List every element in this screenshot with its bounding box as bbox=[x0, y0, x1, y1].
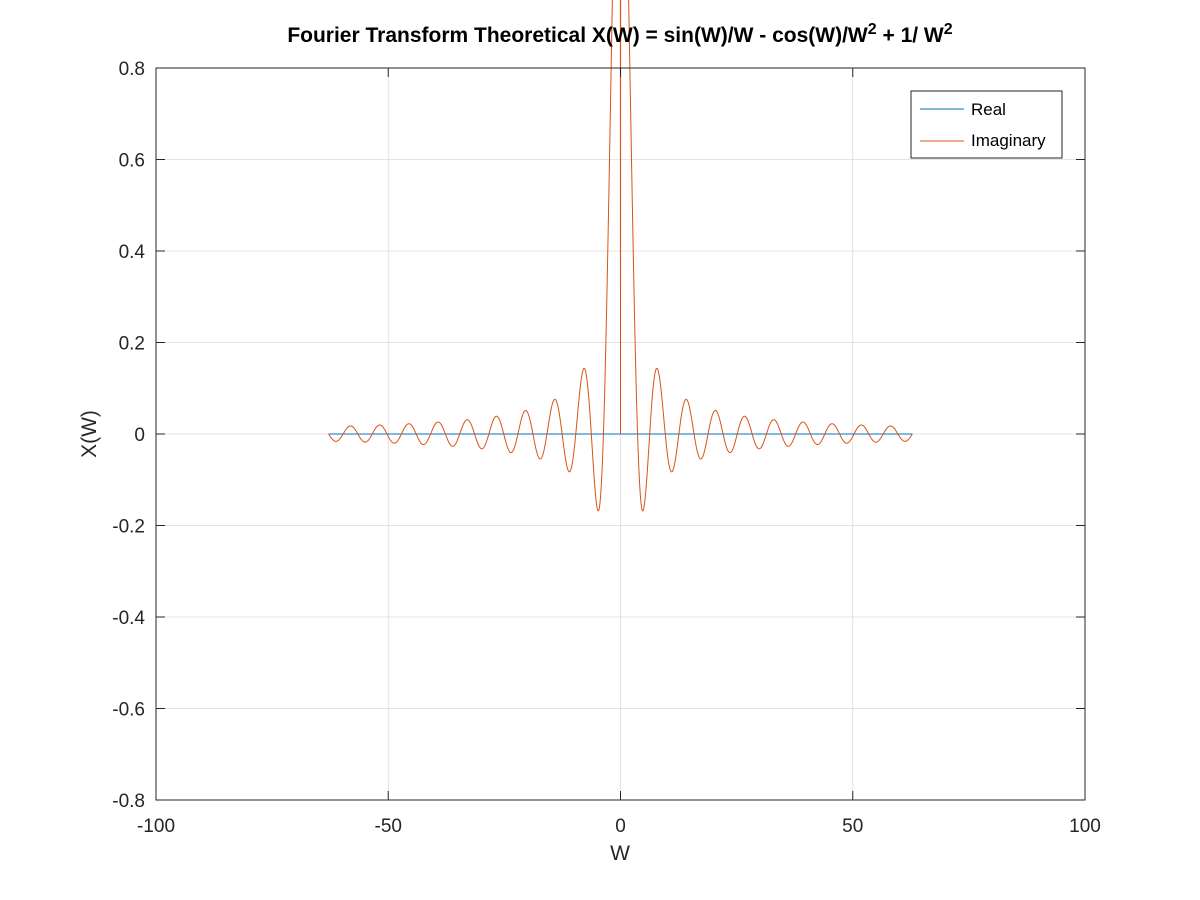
title-term: + 1/ W bbox=[877, 24, 944, 47]
y-tick-label: 0.4 bbox=[119, 242, 146, 263]
y-tick-label: 0.6 bbox=[119, 151, 145, 172]
series-layer bbox=[328, 0, 913, 512]
y-tick-label: 0 bbox=[134, 425, 145, 446]
y-tick-label: -0.8 bbox=[112, 791, 145, 812]
x-tick-label: -100 bbox=[137, 816, 175, 837]
y-tick-label: -0.2 bbox=[112, 517, 145, 538]
legend-label-imaginary: Imaginary bbox=[971, 131, 1046, 150]
y-tick-label: -0.4 bbox=[112, 608, 145, 629]
x-axis-label: W bbox=[610, 842, 630, 865]
title-superscript-2: 2 bbox=[944, 21, 953, 38]
legend-box bbox=[910, 90, 1063, 159]
x-tick-label: 50 bbox=[842, 816, 863, 837]
y-tick-label: 0.2 bbox=[119, 334, 145, 355]
x-tick-label: 0 bbox=[615, 816, 626, 837]
y-axis-label: X(W) bbox=[78, 410, 101, 458]
title-superscript-1: 2 bbox=[868, 21, 877, 38]
legend-label-real: Real bbox=[971, 100, 1006, 119]
series-line-imaginary bbox=[328, 0, 913, 512]
x-tick-label: -50 bbox=[375, 816, 402, 837]
x-tick-label: 100 bbox=[1069, 816, 1101, 837]
legend: Real Imaginary bbox=[910, 90, 1063, 159]
y-tick-label: 0.8 bbox=[119, 59, 145, 80]
chart-title: Fourier Transform Theoretical X(W) = sin… bbox=[287, 21, 952, 48]
title-main: Fourier Transform Theoretical X(W) = sin… bbox=[287, 24, 868, 47]
ticks: -100 -50 0 50 100 -0.8 -0.6 -0.4 -0.2 0 0.2 0.4 0.6 0… bbox=[112, 59, 1101, 837]
y-tick-label: -0.6 bbox=[112, 700, 145, 721]
